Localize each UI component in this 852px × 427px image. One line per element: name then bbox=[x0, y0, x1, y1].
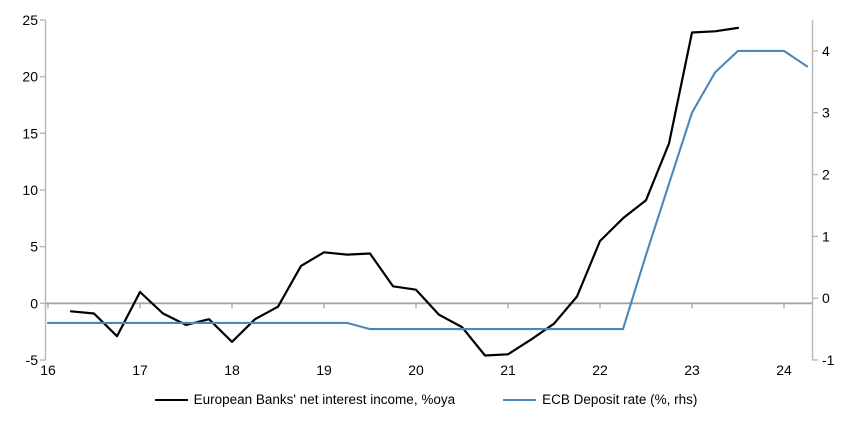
ecb-deposit-rate-legend-label: ECB Deposit rate (%, rhs) bbox=[542, 392, 698, 407]
left-axis-tick-label: 20 bbox=[22, 69, 38, 85]
right-axis-tick-label: -1 bbox=[822, 352, 835, 368]
x-axis-tick-label: 24 bbox=[776, 362, 792, 378]
right-axis-tick-label: 0 bbox=[822, 290, 830, 306]
left-axis-tick-label: 10 bbox=[22, 182, 38, 198]
left-axis-tick-label: 15 bbox=[22, 125, 38, 141]
left-axis-tick-label: 0 bbox=[30, 295, 38, 311]
right-axis-tick-label: 3 bbox=[822, 105, 830, 121]
right-axis-tick-label: 4 bbox=[822, 43, 830, 59]
x-axis-tick-label: 22 bbox=[592, 362, 608, 378]
chart-legend: European Banks' net interest income, %oy… bbox=[0, 392, 852, 407]
ecb-deposit-rate-line bbox=[46, 49, 809, 331]
x-axis-tick-label: 17 bbox=[132, 362, 148, 378]
left-axis-tick-label: 5 bbox=[30, 239, 38, 255]
left-axis-tick-label: 25 bbox=[22, 12, 38, 28]
right-axis-tick-label: 1 bbox=[822, 228, 830, 244]
x-axis-tick-label: 21 bbox=[500, 362, 516, 378]
net-interest-income-legend-label: European Banks' net interest income, %oy… bbox=[193, 392, 456, 407]
left-axis-tick-label: -5 bbox=[26, 352, 39, 368]
x-axis-tick-label: 23 bbox=[684, 362, 700, 378]
x-axis-tick-label: 20 bbox=[408, 362, 424, 378]
x-axis-tick-label: 19 bbox=[316, 362, 332, 378]
legend-item-net-interest-income: European Banks' net interest income, %oy… bbox=[154, 392, 456, 407]
legend-item-ecb-deposit-rate: ECB Deposit rate (%, rhs) bbox=[503, 392, 697, 407]
x-axis-tick-label: 16 bbox=[40, 362, 56, 378]
ecb-deposit-rate-line-swatch bbox=[503, 398, 537, 401]
net-interest-income-line-swatch bbox=[154, 398, 188, 401]
net-interest-income-line bbox=[69, 26, 740, 357]
right-axis-tick-label: 2 bbox=[822, 167, 830, 183]
x-axis-tick-label: 18 bbox=[224, 362, 240, 378]
